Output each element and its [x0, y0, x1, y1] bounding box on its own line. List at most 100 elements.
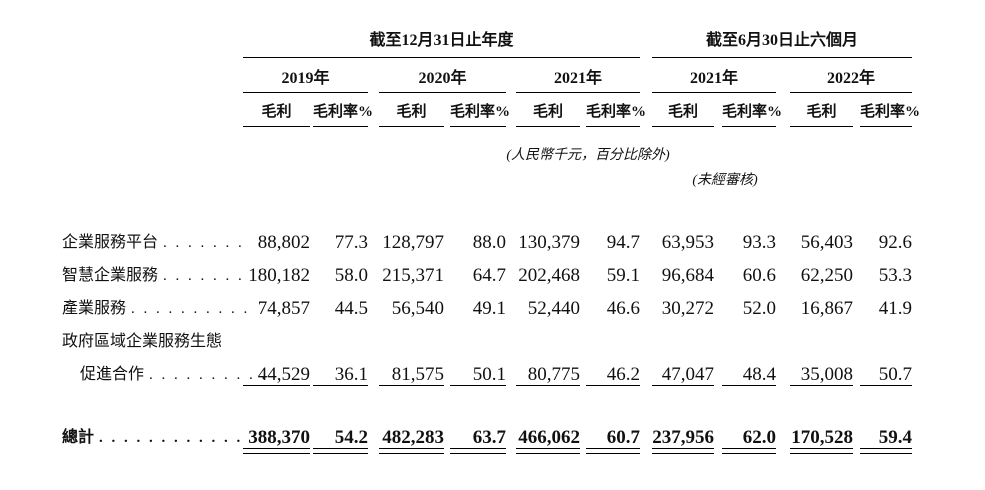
cell-value: 81,575: [379, 364, 444, 386]
total-cell-value: 466,062: [518, 427, 580, 448]
total-double-rule: [516, 448, 580, 454]
cell-value: 36.1: [313, 364, 368, 386]
cell-value: 50.1: [450, 364, 506, 386]
dot-leader: . . . . . . . . . .: [131, 301, 249, 317]
row-label: 促進合作. . . . . . . . . .: [80, 364, 265, 385]
cell-value: 63,953: [661, 232, 714, 253]
total-double-rule: [722, 448, 776, 454]
cell-value: 74,857: [257, 298, 310, 319]
cell-value: 56,540: [391, 298, 444, 319]
column-header-gross-profit: 毛利: [790, 100, 853, 127]
year-header-2019: 2019年: [243, 64, 368, 93]
year-header-2021: 2021年: [516, 64, 640, 93]
cell-value: 59.1: [606, 265, 640, 286]
row-label-text: 智慧企業服務: [62, 267, 159, 284]
period-header-interim: 截至6月30日止六個月: [652, 30, 912, 58]
cell-value: 128,797: [382, 232, 444, 253]
total-cell-value: 237,956: [652, 427, 714, 448]
row-label-text: 企業服務平台: [62, 234, 159, 251]
cell-value: 52.0: [742, 298, 776, 319]
total-cell-value: 54.2: [334, 427, 368, 448]
total-cell-value: 63.7: [472, 427, 506, 448]
cell-value: 53.3: [878, 265, 912, 286]
cell-value: 88.0: [472, 232, 506, 253]
row-label: 總計. . . . . . . . . . . .: [62, 427, 242, 448]
cell-value: 92.6: [878, 232, 912, 253]
row-label: 企業服務平台. . . . . . .: [62, 232, 242, 253]
currency-unit-note: (人民幣千元，百分比除外): [506, 148, 670, 163]
table-row-industry-services: 產業服務. . . . . . . . . . 74,857 44.5 56,5…: [0, 298, 985, 319]
cell-value: 77.3: [334, 232, 368, 253]
cell-value: 60.6: [742, 265, 776, 286]
cell-value: 64.7: [472, 265, 506, 286]
cell-value: 46.6: [606, 298, 640, 319]
total-double-rule: [313, 448, 368, 454]
table-row-smart-enterprise-services: 智慧企業服務. . . . . . . 180,182 58.0 215,371…: [0, 265, 985, 286]
column-header-gross-profit-margin: 毛利率%: [860, 100, 920, 127]
total-double-rule: [652, 448, 714, 454]
row-label-text: 促進合作: [80, 366, 145, 383]
dot-leader: . . . . . . . . . .: [149, 367, 267, 383]
row-label: 政府區域企業服務生態: [62, 331, 242, 352]
total-cell-value: 388,370: [248, 427, 310, 448]
cell-value: 202,468: [518, 265, 580, 286]
cell-value: 58.0: [334, 265, 368, 286]
table-row-total: 總計. . . . . . . . . . . . 388,370 54.2 4…: [0, 427, 985, 448]
cell-value: 52,440: [527, 298, 580, 319]
total-cell-value: 170,528: [791, 427, 853, 448]
column-header-gross-profit: 毛利: [652, 100, 714, 127]
cell-value: 49.1: [472, 298, 506, 319]
column-header-gross-profit: 毛利: [379, 100, 444, 127]
year-header-2021-interim: 2021年: [652, 64, 776, 93]
total-cell-value: 62.0: [742, 427, 776, 448]
total-cell-value: 59.4: [878, 427, 912, 448]
cell-value: 80,775: [516, 364, 580, 386]
year-header-2022-interim: 2022年: [790, 64, 912, 93]
dot-leader: . . . . . . . . . . . .: [99, 430, 242, 446]
unaudited-note: (未經審核): [692, 173, 758, 188]
cell-value: 62,250: [800, 265, 853, 286]
row-label: 智慧企業服務. . . . . . .: [62, 265, 242, 286]
total-double-rule: [450, 448, 506, 454]
cell-value: 94.7: [606, 232, 640, 253]
cell-value: 44,529: [243, 364, 310, 386]
dot-leader: . . . . . . .: [163, 268, 244, 284]
total-cell-value: 482,283: [382, 427, 444, 448]
cell-value: 88,802: [257, 232, 310, 253]
row-label-text: 總計: [62, 429, 95, 446]
total-double-rule: [243, 448, 310, 454]
row-label-text: 產業服務: [62, 300, 127, 317]
cell-value: 93.3: [742, 232, 776, 253]
cell-value: 30,272: [661, 298, 714, 319]
cell-value: 48.4: [722, 364, 776, 386]
table-row-government-ecology-label: 政府區域企業服務生態: [0, 331, 985, 352]
total-double-rule: [860, 448, 912, 454]
cell-value: 215,371: [382, 265, 444, 286]
cell-value: 50.7: [860, 364, 912, 386]
cell-value: 35,008: [790, 364, 853, 386]
cell-value: 96,684: [661, 265, 714, 286]
total-cell-value: 60.7: [606, 427, 640, 448]
period-header-annual: 截至12月31日止年度: [243, 30, 640, 58]
cell-value: 130,379: [518, 232, 580, 253]
cell-value: 180,182: [248, 265, 310, 286]
cell-value: 47,047: [652, 364, 714, 386]
row-label: 產業服務. . . . . . . . . .: [62, 298, 247, 319]
total-double-rule: [379, 448, 444, 454]
column-header-gross-profit: 毛利: [516, 100, 580, 127]
table-row-promote-cooperation: 促進合作. . . . . . . . . . 44,529 36.1 81,5…: [0, 364, 985, 386]
total-double-rule: [586, 448, 640, 454]
column-header-gross-profit-margin: 毛利率%: [722, 100, 782, 127]
cell-value: 56,403: [800, 232, 853, 253]
column-header-gross-profit-margin: 毛利率%: [450, 100, 510, 127]
cell-value: 41.9: [878, 298, 912, 319]
column-header-gross-profit-margin: 毛利率%: [586, 100, 646, 127]
row-label-text: 政府區域企業服務生態: [62, 333, 223, 350]
dot-leader: . . . . . . .: [163, 235, 244, 251]
cell-value: 44.5: [334, 298, 368, 319]
column-header-gross-profit: 毛利: [243, 100, 310, 127]
cell-value: 46.2: [586, 364, 640, 386]
total-double-rule: [790, 448, 853, 454]
table-row-enterprise-service-platform: 企業服務平台. . . . . . . 88,802 77.3 128,797 …: [0, 232, 985, 253]
